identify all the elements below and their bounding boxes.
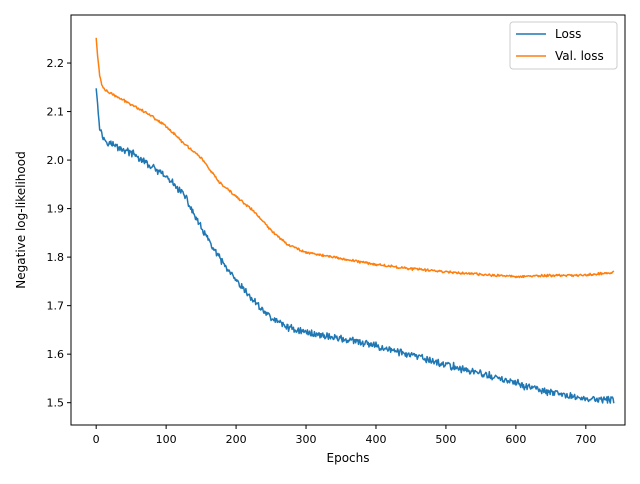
plot-area xyxy=(70,14,626,426)
x-axis-ticks: 0 100 200 300 400 500 600 700 xyxy=(93,425,596,446)
legend-label-loss: Loss xyxy=(555,27,581,41)
series-layer xyxy=(95,37,615,404)
x-tick-label: 600 xyxy=(505,433,526,446)
legend-label-val-loss: Val. loss xyxy=(555,49,604,63)
x-tick-label: 400 xyxy=(365,433,386,446)
y-tick-label: 1.8 xyxy=(47,251,65,264)
x-tick-label: 500 xyxy=(435,433,456,446)
y-tick-label: 2.2 xyxy=(47,57,65,70)
x-tick-label: 0 xyxy=(93,433,100,446)
y-tick-label: 2.0 xyxy=(47,154,65,167)
x-tick-label: 300 xyxy=(296,433,317,446)
x-axis-label: Epochs xyxy=(327,451,370,465)
y-tick-label: 1.7 xyxy=(47,300,65,313)
series-line-loss xyxy=(95,88,615,404)
x-tick-label: 700 xyxy=(575,433,596,446)
y-axis-label: Negative log-likelihood xyxy=(14,151,28,288)
x-tick-label: 200 xyxy=(226,433,247,446)
y-tick-label: 1.5 xyxy=(47,397,65,410)
y-axis-ticks: 1.5 1.6 1.7 1.8 1.9 2.0 2.1 2.2 xyxy=(47,57,71,410)
x-tick-label: 100 xyxy=(156,433,177,446)
y-tick-label: 1.6 xyxy=(47,348,65,361)
y-tick-label: 1.9 xyxy=(47,203,65,216)
legend: Loss Val. loss xyxy=(509,21,618,70)
axes-frame xyxy=(70,14,626,426)
y-tick-label: 2.1 xyxy=(47,106,65,119)
series-line-val-loss xyxy=(95,37,615,279)
